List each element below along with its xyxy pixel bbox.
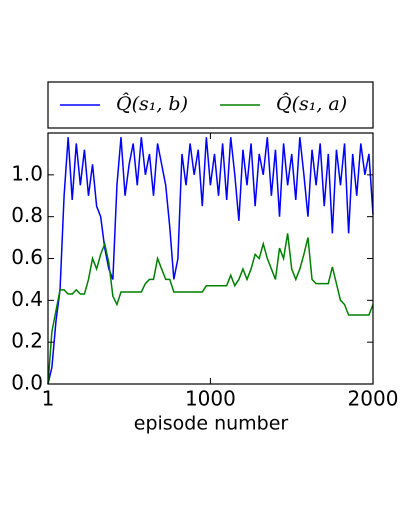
plot-frame: [47, 132, 374, 385]
y-tick-label: 0.8: [11, 203, 43, 227]
data-line: [47, 233, 374, 385]
legend-label: Q̂(s₁, b): [116, 93, 188, 115]
legend-label: Q̂(s₁, a): [276, 93, 347, 115]
x-tick-label: 1000: [185, 387, 236, 411]
y-tick-label: 1.0: [11, 161, 43, 185]
y-tick-label: 0.2: [11, 329, 43, 353]
legend-box: [47, 81, 374, 129]
x-axis-label: episode number: [134, 413, 289, 435]
x-tick-label: 1: [42, 387, 55, 411]
y-tick-label: 0.4: [11, 287, 43, 311]
x-tick-label: 2000: [348, 387, 399, 411]
y-tick-label: 0.0: [11, 371, 43, 395]
data-line: [47, 137, 374, 385]
y-tick-label: 0.6: [11, 245, 43, 269]
